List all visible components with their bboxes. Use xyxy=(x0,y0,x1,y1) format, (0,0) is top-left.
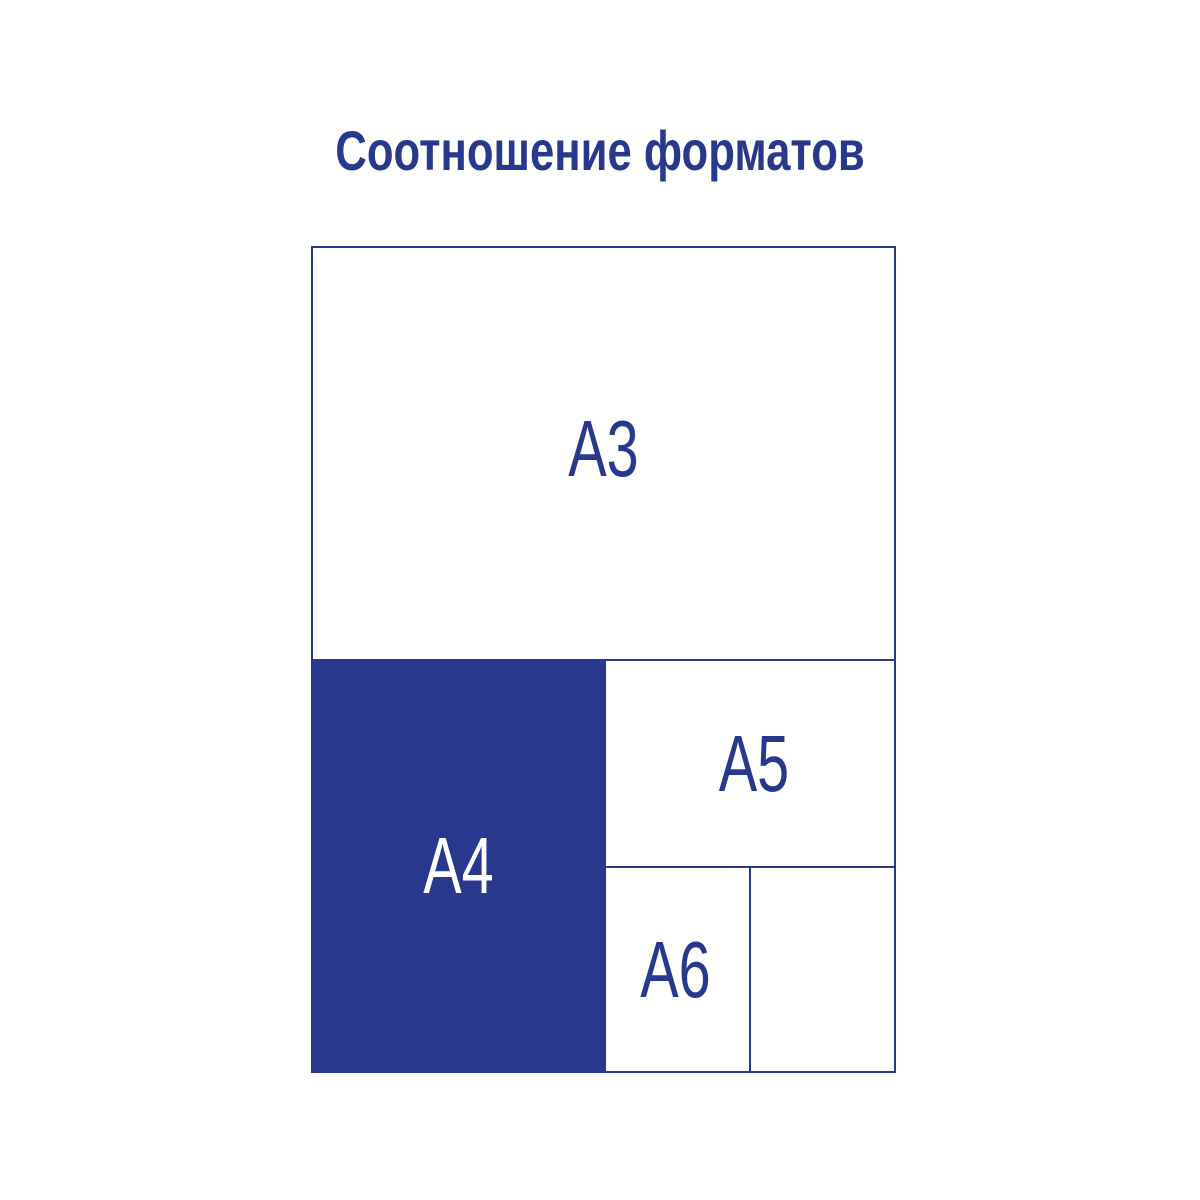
format-a3: A3 xyxy=(311,246,896,661)
format-a5-label: A5 xyxy=(718,718,790,808)
diagram-title: Соотношение форматов xyxy=(335,119,865,182)
format-a3-label: A3 xyxy=(568,403,639,493)
format-a6-label: A6 xyxy=(640,924,711,1014)
format-a4: A4 xyxy=(311,659,606,1073)
format-a7-area xyxy=(749,866,896,1073)
format-a4-label: A4 xyxy=(423,821,494,910)
format-a6: A6 xyxy=(604,866,751,1073)
format-a5: A5 xyxy=(604,659,896,868)
